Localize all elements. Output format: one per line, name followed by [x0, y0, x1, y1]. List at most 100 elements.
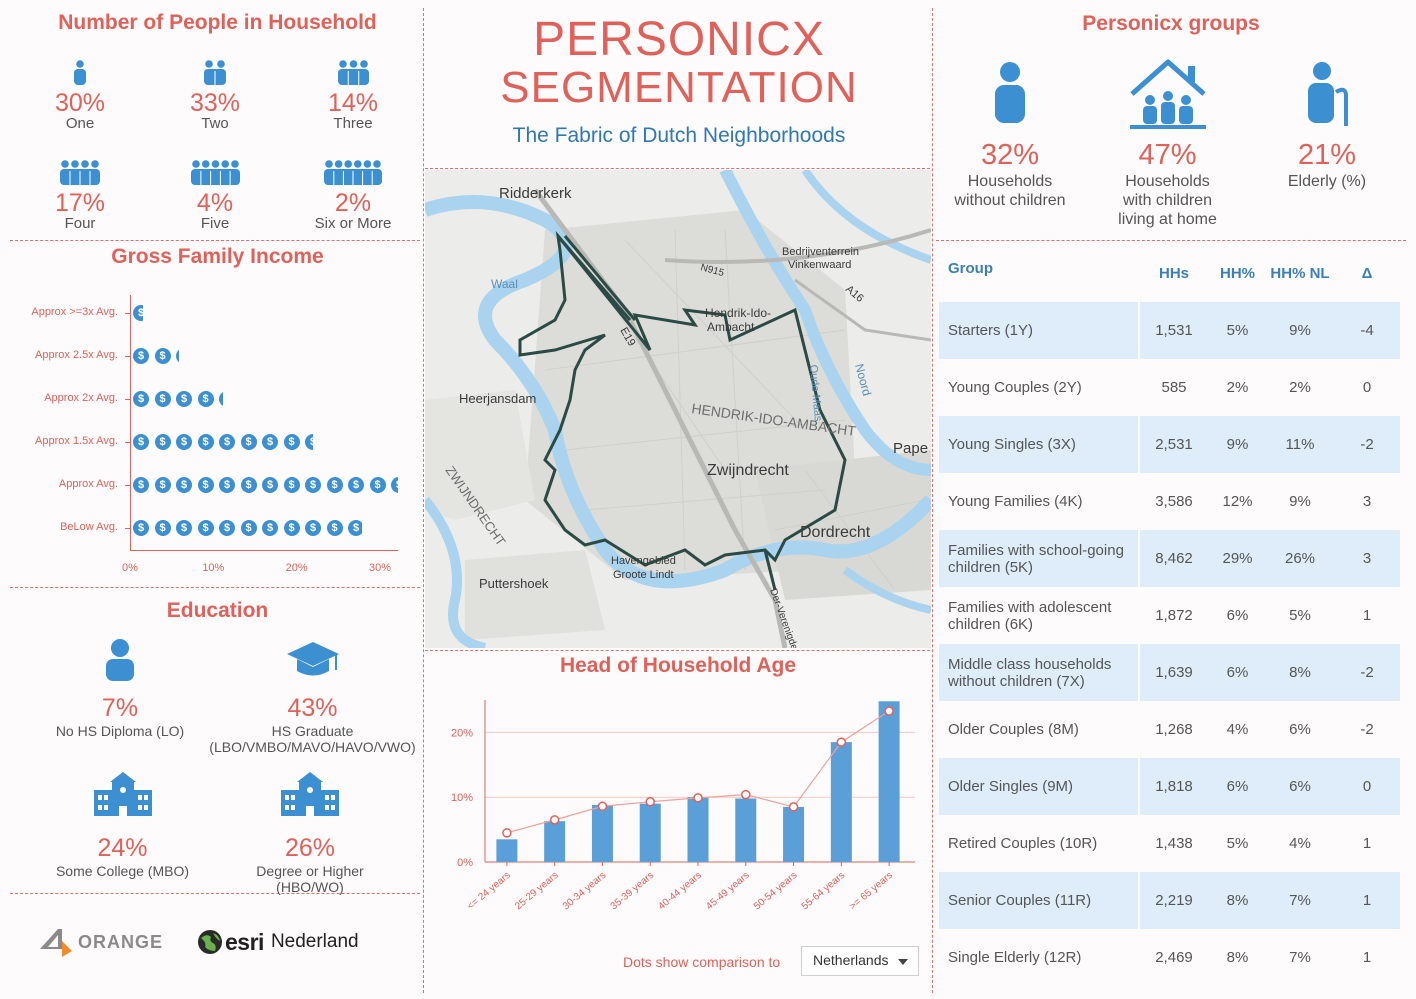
dollar-coin-icon: $ [262, 434, 278, 450]
age-bar [783, 806, 805, 862]
people-group-icon [74, 60, 86, 85]
table-cell: 2,469 [1155, 949, 1193, 966]
household-size-6: 2% Six or More [293, 150, 413, 232]
map-canvas[interactable]: Ridderkerk Bedrijventerrein Vinkenwaard … [425, 170, 931, 648]
household-label: Four [64, 215, 96, 232]
household-pct: 4% [196, 189, 234, 217]
dollar-coin-icon: $ [176, 391, 192, 407]
svg-text:Hendrik-Ido-: Hendrik-Ido- [705, 306, 771, 320]
table-cell: 5% [1226, 835, 1249, 852]
dollar-coin-icon: $ [262, 520, 278, 536]
map-label: Ridderkerk [499, 185, 572, 202]
dollar-coin-icon: $ [219, 434, 235, 450]
dollar-coin-icon: $ [154, 348, 171, 364]
income-title: Gross Family Income [111, 245, 324, 268]
dollar-coin-icon: $ [219, 391, 223, 407]
dollar-coin-icon: $ [348, 520, 363, 536]
table-cell-group: Starters (1Y) [948, 322, 1034, 339]
income-row-tick [125, 356, 130, 357]
dollar-coin-icon: $ [262, 477, 278, 493]
main-subtitle: The Fabric of Dutch Neighborhoods [512, 124, 846, 147]
school-building-icon [93, 772, 152, 816]
table-cell: 9% [1289, 322, 1311, 339]
household-pct: 2% [334, 189, 372, 217]
svg-text:Pape: Pape [893, 440, 928, 457]
household-pct: 33% [189, 89, 241, 117]
orange-logo-text: ORANGE [78, 931, 164, 952]
group-stat-elderly: 21% Elderly (%) [1262, 60, 1392, 191]
people-group-icon [324, 160, 382, 185]
income-row-tick [125, 399, 130, 400]
dollar-coin-icon: $ [283, 477, 300, 493]
svg-text:Oude Maas: Oude Maas [807, 364, 824, 422]
table-cell: 7% [1289, 892, 1311, 909]
table-row: Young Singles (3X) 2,531 9% 11% -2 [939, 416, 1400, 473]
table-cell: 9% [1289, 493, 1311, 510]
group-stat-pct: 47% [1138, 139, 1197, 171]
dollar-coin-icon: $ [219, 477, 235, 493]
table-cell: 29% [1222, 550, 1253, 567]
income-row-tick [125, 313, 130, 314]
table-cell: 8% [1289, 664, 1311, 681]
age-comparison-dot [788, 802, 799, 812]
table-cell: 1,639 [1155, 664, 1193, 681]
household-label: Three [333, 115, 373, 132]
edu-degree: 26% Degree or Higher (HBO/WO) [225, 770, 395, 895]
dollar-coin-icon: $ [176, 434, 192, 450]
edu-label: No HS Diploma (LO) [55, 723, 185, 739]
age-bar [687, 797, 709, 862]
table-cell: 3 [1362, 493, 1372, 510]
age-x-tick-label: >= 65 years [848, 870, 896, 912]
age-comparison-dot [884, 706, 894, 716]
table-cell-group: Young Singles (3X) [948, 436, 1076, 453]
dollar-coin-icon: $ [305, 434, 313, 450]
table-cell: 3 [1362, 550, 1372, 567]
household-title: Number of People in Household [58, 11, 377, 34]
age-comparison-dot [549, 815, 560, 825]
age-y-tick-label: 10% [451, 792, 473, 804]
group-stat-label: Households with children living at home [1118, 173, 1217, 228]
table-cell: 1 [1362, 949, 1372, 966]
main-title-line2: SEGMENTATION [500, 63, 858, 112]
dollar-coin-icon: $ [154, 391, 171, 407]
edu-pct: 24% [97, 834, 148, 862]
household-size-2: 33% Two [155, 50, 275, 132]
table-cell: 585 [1161, 379, 1187, 396]
age-bar [735, 798, 757, 862]
table-cell: 9% [1226, 436, 1249, 453]
groups-title: Personicx groups [1082, 12, 1260, 35]
table-column-separator [1138, 416, 1140, 473]
table-cell: 2% [1289, 379, 1311, 396]
main-title-line1: PERSONICX [533, 13, 825, 66]
svg-text:Dordrecht: Dordrecht [800, 524, 871, 541]
comparison-dropdown[interactable]: Netherlands [801, 946, 919, 976]
income-tick-label: 30% [368, 562, 392, 574]
table-header-hh-pct: HH% [1219, 265, 1255, 282]
table-cell: 6% [1289, 721, 1311, 738]
income-chart: 0% 10% 20% 30% Approx >=3x Avg. $ Approx 2.5x … [0, 285, 420, 580]
graduation-cap-icon [286, 642, 339, 676]
household-size-1: 30% One [20, 50, 140, 132]
table-row: Middle class households without children… [939, 644, 1400, 701]
income-y-axis [130, 295, 131, 550]
age-comparison-dot [597, 801, 608, 812]
table-cell: 0 [1362, 778, 1372, 795]
income-category-label: Approx 2x Avg. [44, 392, 118, 404]
income-tick-label: 20% [285, 562, 308, 574]
table-column-separator [1138, 872, 1140, 929]
table-header-hhs: HHs [1158, 265, 1189, 282]
esri-logo-text: esri [225, 928, 264, 955]
map-panel[interactable]: Ridderkerk Bedrijventerrein Vinkenwaard … [425, 170, 931, 648]
person-icon [106, 639, 134, 681]
table-cell: 6% [1289, 778, 1311, 795]
table-cell: 1 [1362, 607, 1372, 624]
dollar-coin-icon: $ [133, 391, 149, 407]
income-category-label: Approx 2.5x Avg. [35, 349, 118, 361]
table-cell-group: Young Couples (2Y) [948, 379, 1082, 396]
person-icon [995, 62, 1025, 123]
income-row-tick [125, 442, 130, 443]
table-cell-group: Older Singles (9M) [948, 778, 1074, 795]
income-row-tick [125, 485, 130, 486]
dollar-coin-icon: $ [369, 477, 386, 493]
table-row: Families with school-going children (5K)… [939, 530, 1400, 587]
